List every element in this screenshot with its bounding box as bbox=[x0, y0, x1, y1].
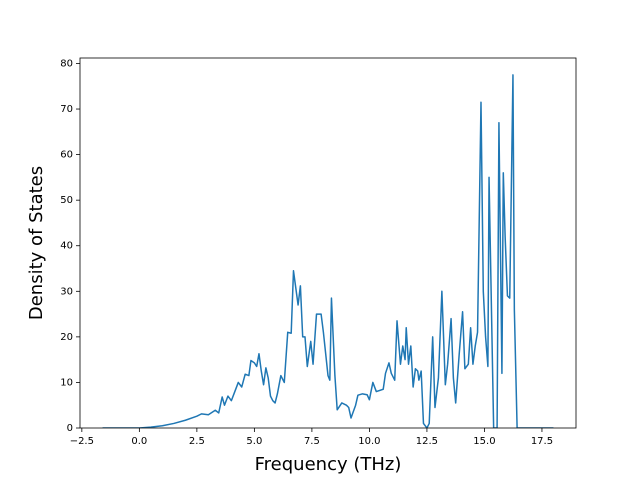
x-tick-label: 2.5 bbox=[189, 436, 205, 447]
x-tick-label: 5.0 bbox=[246, 436, 262, 447]
x-tick-label: −2.5 bbox=[70, 436, 94, 447]
y-tick-label: 10 bbox=[60, 377, 73, 388]
y-tick-label: 50 bbox=[60, 195, 73, 206]
x-tick-label: 15.0 bbox=[473, 436, 495, 447]
plot-frame bbox=[79, 57, 577, 429]
y-tick-label: 30 bbox=[60, 286, 73, 297]
y-tick-label: 40 bbox=[60, 241, 73, 252]
x-tick-label: 12.5 bbox=[416, 436, 438, 447]
y-tick-label: 80 bbox=[60, 58, 73, 69]
x-tick-label: 17.5 bbox=[531, 436, 553, 447]
x-axis-label: Frequency (THz) bbox=[255, 454, 402, 475]
x-tick-label: 10.0 bbox=[358, 436, 380, 447]
line bbox=[102, 74, 554, 428]
y-axis-label: Density of States bbox=[26, 166, 47, 320]
y-tick-label: 60 bbox=[60, 150, 73, 161]
y-tick-label: 70 bbox=[60, 104, 73, 115]
x-tick-label: 0.0 bbox=[131, 436, 147, 447]
y-tick-label: 20 bbox=[60, 332, 73, 343]
x-tick-label: 7.5 bbox=[304, 436, 320, 447]
y-tick-label: 0 bbox=[67, 423, 73, 434]
